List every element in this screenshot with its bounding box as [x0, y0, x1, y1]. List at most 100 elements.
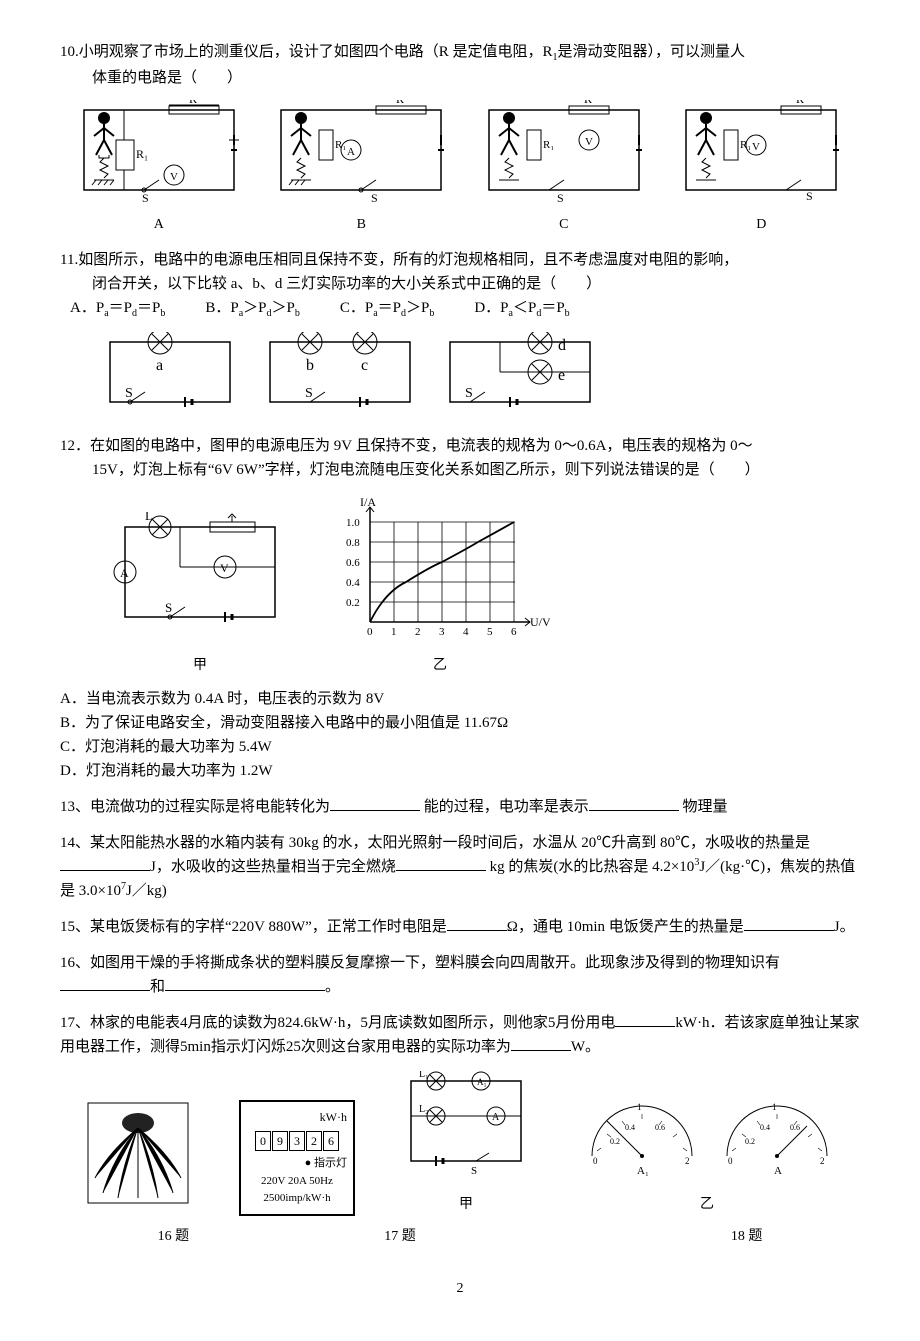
label-16: 16 题: [158, 1226, 190, 1248]
circuit-d-label: D: [676, 214, 846, 236]
q11-opt-b: B．Pa＞Pd＞Pb: [205, 296, 300, 322]
svg-text:d: d: [558, 337, 566, 354]
svg-text:0: 0: [367, 626, 373, 638]
svg-text:V: V: [220, 561, 229, 575]
svg-text:b: b: [306, 357, 314, 374]
label-18: 18 题: [731, 1226, 763, 1248]
q11-circ1: a S: [100, 332, 240, 422]
label-17: 17 题: [384, 1226, 416, 1248]
svg-text:A₁: A₁: [637, 1165, 649, 1177]
circuit-a-svg: R₁ R V S: [74, 100, 244, 210]
q17-blank1: [615, 1011, 675, 1027]
svg-text:S: S: [806, 189, 813, 203]
svg-text:S: S: [165, 600, 172, 615]
svg-text:4: 4: [463, 626, 469, 638]
q12-opt-c: C．灯泡消耗的最大功率为 5.4W: [60, 735, 860, 759]
q14-blank2: [396, 855, 486, 871]
meter-spec1: 220V 20A 50Hz: [247, 1173, 347, 1191]
circuit-b: R₁ A R S B: [271, 100, 451, 236]
svg-text:6: 6: [511, 626, 517, 638]
q11-circ3: d e S: [440, 332, 600, 422]
q12-opt-b: B．为了保证电路安全，滑动变阻器接入电路中的最小阻值是 11.67Ω: [60, 711, 860, 735]
q11-text: 11.如图所示，电路中的电源电压相同且保持不变，所有的灯泡规格相同，且不考虑温度…: [60, 248, 860, 272]
question-11: 11.如图所示，电路中的电源电压相同且保持不变，所有的灯泡规格相同，且不考虑温度…: [60, 248, 860, 422]
svg-text:A₁: A₁: [477, 1077, 487, 1087]
question-17: 17、林家的电能表4月底的读数为824.6kW·h，5月底读数如图所示，则他家5…: [60, 1011, 860, 1059]
svg-text:R: R: [584, 100, 592, 106]
q15-blank1: [447, 915, 507, 931]
svg-text:0: 0: [593, 1156, 598, 1166]
svg-text:1.0: 1.0: [346, 517, 360, 529]
fig18-jia-svg: L₁ A₁ L₂ A S: [401, 1071, 531, 1181]
meter-unit: kW·h: [247, 1108, 347, 1127]
circuit-c: R₁ R V S C: [479, 100, 649, 236]
fig18-yi-svg: 0 1 2 0.2 0.4 0.6 A₁: [577, 1086, 837, 1181]
circuit-a: R₁ R V S A: [74, 100, 244, 236]
q12-circuit-jia: L R V A S 甲: [110, 512, 290, 677]
svg-text:S: S: [142, 191, 149, 205]
svg-text:R: R: [796, 100, 804, 106]
q11-options: A．Pa＝Pd＝Pb B．Pa＞Pd＞Pb C．Pa＝Pd＞Pb D．Pa＜Pd…: [70, 296, 860, 322]
q12-opt-a: A．当电流表示数为 0.4A 时，电压表的示数为 8V: [60, 687, 860, 711]
q12-chart-svg: I/A U/V 0.2 0.4: [330, 492, 550, 642]
svg-text:0.2: 0.2: [745, 1137, 755, 1146]
svg-text:R: R: [189, 100, 197, 106]
digit-0: 0: [255, 1131, 271, 1151]
page-number: 2: [60, 1278, 860, 1300]
q11-opt-d: D．Pa＜Pd＝Pb: [474, 296, 569, 322]
svg-text:1: 1: [637, 1102, 642, 1112]
digit-3: 2: [306, 1131, 322, 1151]
fig-17: kW·h 0 9 3 2 6 ● 指示灯 220V 20A 50Hz 2500i…: [239, 1100, 355, 1216]
svg-text:0.4: 0.4: [625, 1123, 635, 1132]
q11-figures: a S b c S d: [100, 332, 860, 422]
svg-text:0.6: 0.6: [346, 557, 360, 569]
svg-text:0.4: 0.4: [760, 1123, 770, 1132]
meter-digits: 0 9 3 2 6: [247, 1131, 347, 1151]
question-12: 12．在如图的电路中，图甲的电源电压为 9V 且保持不变，电流表的规格为 0～0…: [60, 434, 860, 783]
svg-text:e: e: [558, 367, 565, 384]
q12-chart: I/A U/V 0.2 0.4: [330, 492, 550, 677]
fig-16: [83, 1098, 193, 1216]
svg-text:R: R: [225, 512, 234, 515]
svg-text:5: 5: [487, 626, 493, 638]
q10-text: 10.小明观察了市场上的测重仪后，设计了如图四个电路（R 是定值电阻，R1是滑动…: [60, 40, 860, 66]
q12-number: 12．: [60, 438, 90, 454]
q16-blank1: [60, 975, 150, 991]
svg-text:L₁: L₁: [419, 1071, 429, 1080]
svg-text:2: 2: [685, 1156, 690, 1166]
q12-jia-svg: L R V A S: [110, 512, 290, 642]
q12-text: 12．在如图的电路中，图甲的电源电压为 9V 且保持不变，电流表的规格为 0～0…: [60, 434, 860, 458]
q13-blank2: [589, 795, 679, 811]
q11-cont: 闭合开关，以下比较 a、b、d 三灯实际功率的大小关系式中正确的是（ ）: [60, 272, 860, 296]
svg-text:S: S: [557, 191, 564, 205]
svg-text:U/V: U/V: [530, 615, 550, 629]
q16-blank2: [165, 975, 325, 991]
svg-text:A: A: [492, 1112, 500, 1123]
q11-circ2: b c S: [260, 332, 420, 422]
q11-opt-c: C．Pa＝Pd＞Pb: [340, 296, 435, 322]
circuit-d: R₁ V R S D: [676, 100, 846, 236]
q10-body: 小明观察了市场上的测重仪后，设计了如图四个电路（R 是定值电阻，R1是滑动变阻器…: [79, 44, 745, 60]
circuit-a-label: A: [74, 214, 244, 236]
question-16: 16、如图用干燥的手将撕成条状的塑料膜反复摩擦一下，塑料膜会向四周散开。此现象涉…: [60, 951, 860, 999]
digit-1: 9: [272, 1131, 288, 1151]
svg-text:R₁: R₁: [136, 147, 148, 161]
circuit-d-svg: R₁ V R S: [676, 100, 846, 210]
fig16-svg: [83, 1098, 193, 1208]
svg-text:3: 3: [439, 626, 445, 638]
svg-text:L: L: [145, 512, 153, 523]
bottom-labels: 16 题 17 题 18 题: [60, 1226, 860, 1248]
q10-figures: R₁ R V S A: [60, 100, 860, 236]
q17-blank2: [511, 1035, 571, 1051]
question-13: 13、电流做功的过程实际是将电能转化为 能的过程，电功率是表示 物理量: [60, 795, 860, 819]
q10-cont: 体重的电路是（ ）: [60, 66, 860, 90]
q12-yi-label: 乙: [330, 655, 550, 677]
svg-text:R: R: [396, 100, 404, 106]
circuit-c-label: C: [479, 214, 649, 236]
svg-text:a: a: [156, 357, 163, 374]
svg-text:V: V: [752, 141, 760, 153]
svg-text:2: 2: [415, 626, 421, 638]
q14-blank1: [60, 855, 150, 871]
svg-text:0: 0: [728, 1156, 733, 1166]
meter-indicator: ● 指示灯: [247, 1155, 347, 1173]
